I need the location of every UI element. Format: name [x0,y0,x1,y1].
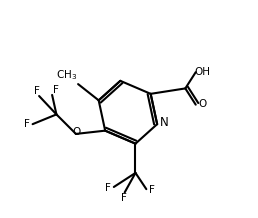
Text: F: F [106,183,111,193]
Text: F: F [121,193,127,203]
Text: OH: OH [195,66,211,77]
Text: F: F [53,85,59,95]
Text: N: N [160,116,169,129]
Text: F: F [34,86,40,95]
Text: O: O [72,127,81,137]
Text: O: O [198,99,206,109]
Text: F: F [149,185,155,195]
Text: CH$_3$: CH$_3$ [56,68,77,82]
Text: F: F [24,119,30,129]
